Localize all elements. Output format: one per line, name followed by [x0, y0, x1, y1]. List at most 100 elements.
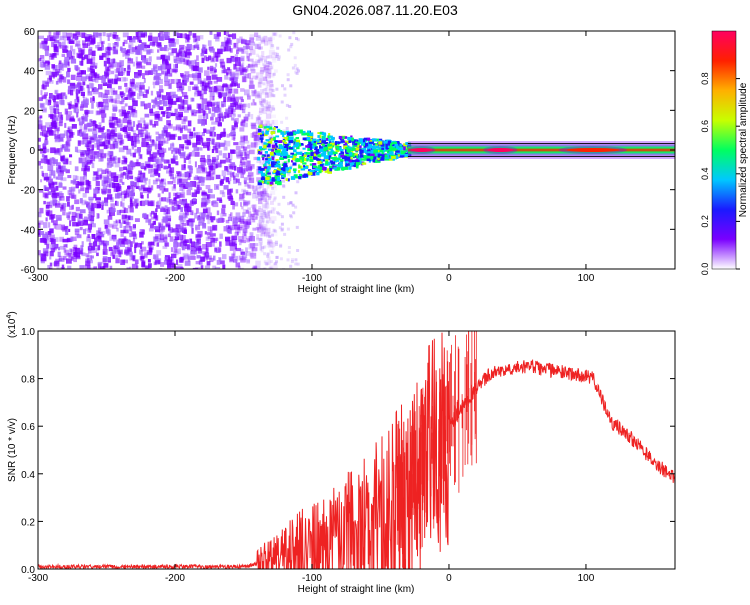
- noise-speckle: [58, 258, 65, 262]
- noise-speckle: [197, 184, 200, 190]
- noise-speckle: [166, 218, 171, 222]
- noise-speckle: [271, 120, 275, 125]
- noise-speckle: [40, 90, 43, 95]
- spectral-cell: [322, 143, 325, 147]
- noise-speckle: [107, 215, 113, 220]
- noise-speckle: [130, 152, 133, 157]
- noise-speckle: [269, 123, 273, 127]
- noise-speckle: [115, 94, 120, 100]
- noise-speckle: [260, 213, 263, 219]
- noise-speckle: [231, 125, 236, 131]
- noise-speckle: [42, 157, 48, 163]
- noise-speckle: [139, 231, 144, 238]
- noise-speckle: [95, 197, 101, 201]
- spectral-cell: [327, 170, 332, 174]
- noise-speckle: [244, 182, 249, 187]
- noise-speckle: [123, 193, 127, 199]
- noise-speckle: [134, 242, 141, 248]
- noise-speckle: [170, 173, 174, 180]
- noise-speckle: [68, 103, 72, 110]
- noise-speckle: [81, 101, 86, 108]
- noise-speckle: [107, 160, 110, 166]
- snr-x-tick-label: -200: [165, 573, 185, 584]
- noise-speckle: [167, 95, 174, 101]
- noise-speckle: [273, 230, 278, 237]
- spectral-cell: [331, 140, 334, 143]
- noise-speckle: [63, 247, 67, 253]
- noise-speckle: [144, 132, 151, 138]
- noise-speckle: [249, 84, 255, 90]
- spectral-cell: [280, 131, 285, 135]
- noise-speckle: [138, 130, 145, 134]
- noise-speckle: [173, 197, 177, 201]
- noise-speckle: [258, 46, 263, 50]
- noise-speckle: [254, 251, 257, 256]
- noise-speckle: [101, 240, 105, 244]
- noise-speckle: [54, 39, 61, 44]
- spectral-cell: [348, 165, 352, 170]
- noise-speckle: [97, 42, 101, 47]
- spectral-cell: [315, 150, 319, 154]
- noise-speckle: [231, 253, 235, 259]
- noise-speckle: [83, 99, 89, 106]
- noise-speckle: [87, 214, 91, 219]
- spectral-cell: [264, 133, 268, 137]
- noise-speckle: [149, 108, 154, 114]
- noise-speckle: [257, 115, 261, 120]
- noise-speckle: [295, 37, 298, 40]
- noise-speckle: [109, 208, 115, 213]
- spectral-cell: [378, 138, 383, 141]
- noise-speckle: [166, 92, 171, 96]
- noise-speckle: [239, 221, 245, 225]
- spectrogram-x-label: Height of straight line (km): [298, 284, 415, 295]
- snr-noise: [394, 331, 477, 569]
- noise-speckle: [87, 265, 91, 269]
- noise-speckle: [276, 46, 280, 50]
- noise-speckle: [291, 66, 295, 70]
- noise-speckle: [261, 227, 265, 231]
- noise-speckle: [86, 140, 92, 144]
- noise-speckle: [259, 122, 263, 126]
- spectral-cell: [271, 154, 275, 158]
- noise-speckle: [179, 235, 184, 240]
- noise-speckle: [134, 148, 140, 154]
- noise-speckle: [57, 251, 61, 258]
- noise-speckle: [258, 98, 265, 103]
- spectrogram-x-tick-label: -200: [165, 273, 185, 284]
- spectral-cell: [297, 170, 301, 173]
- noise-speckle: [265, 72, 271, 79]
- spectral-cell: [307, 136, 313, 139]
- noise-speckle: [254, 89, 257, 95]
- spectral-cell: [303, 154, 307, 157]
- spectral-cell: [301, 130, 306, 134]
- noise-speckle: [52, 220, 58, 226]
- noise-speckle: [97, 168, 103, 172]
- noise-speckle: [275, 260, 278, 264]
- spectral-cell: [300, 151, 303, 156]
- noise-speckle: [265, 102, 268, 109]
- spectral-cell: [378, 141, 383, 145]
- noise-speckle: [75, 252, 80, 258]
- noise-speckle: [47, 102, 50, 106]
- noise-speckle: [163, 100, 168, 107]
- noise-speckle: [78, 140, 85, 145]
- noise-speckle: [123, 39, 128, 44]
- noise-speckle: [105, 73, 109, 79]
- spectral-cell: [321, 152, 326, 157]
- noise-speckle: [114, 100, 120, 104]
- noise-speckle: [67, 215, 71, 220]
- noise-speckle: [117, 124, 123, 128]
- noise-speckle: [88, 243, 93, 248]
- spectral-cell: [289, 155, 294, 158]
- spectral-cell: [296, 129, 300, 133]
- noise-speckle: [132, 255, 136, 262]
- spectral-cell: [377, 142, 380, 146]
- spectral-cell: [263, 166, 269, 169]
- noise-speckle: [240, 159, 243, 163]
- noise-speckle: [42, 80, 48, 84]
- spectral-cell: [275, 152, 281, 155]
- noise-speckle: [159, 186, 166, 191]
- noise-speckle: [110, 87, 115, 93]
